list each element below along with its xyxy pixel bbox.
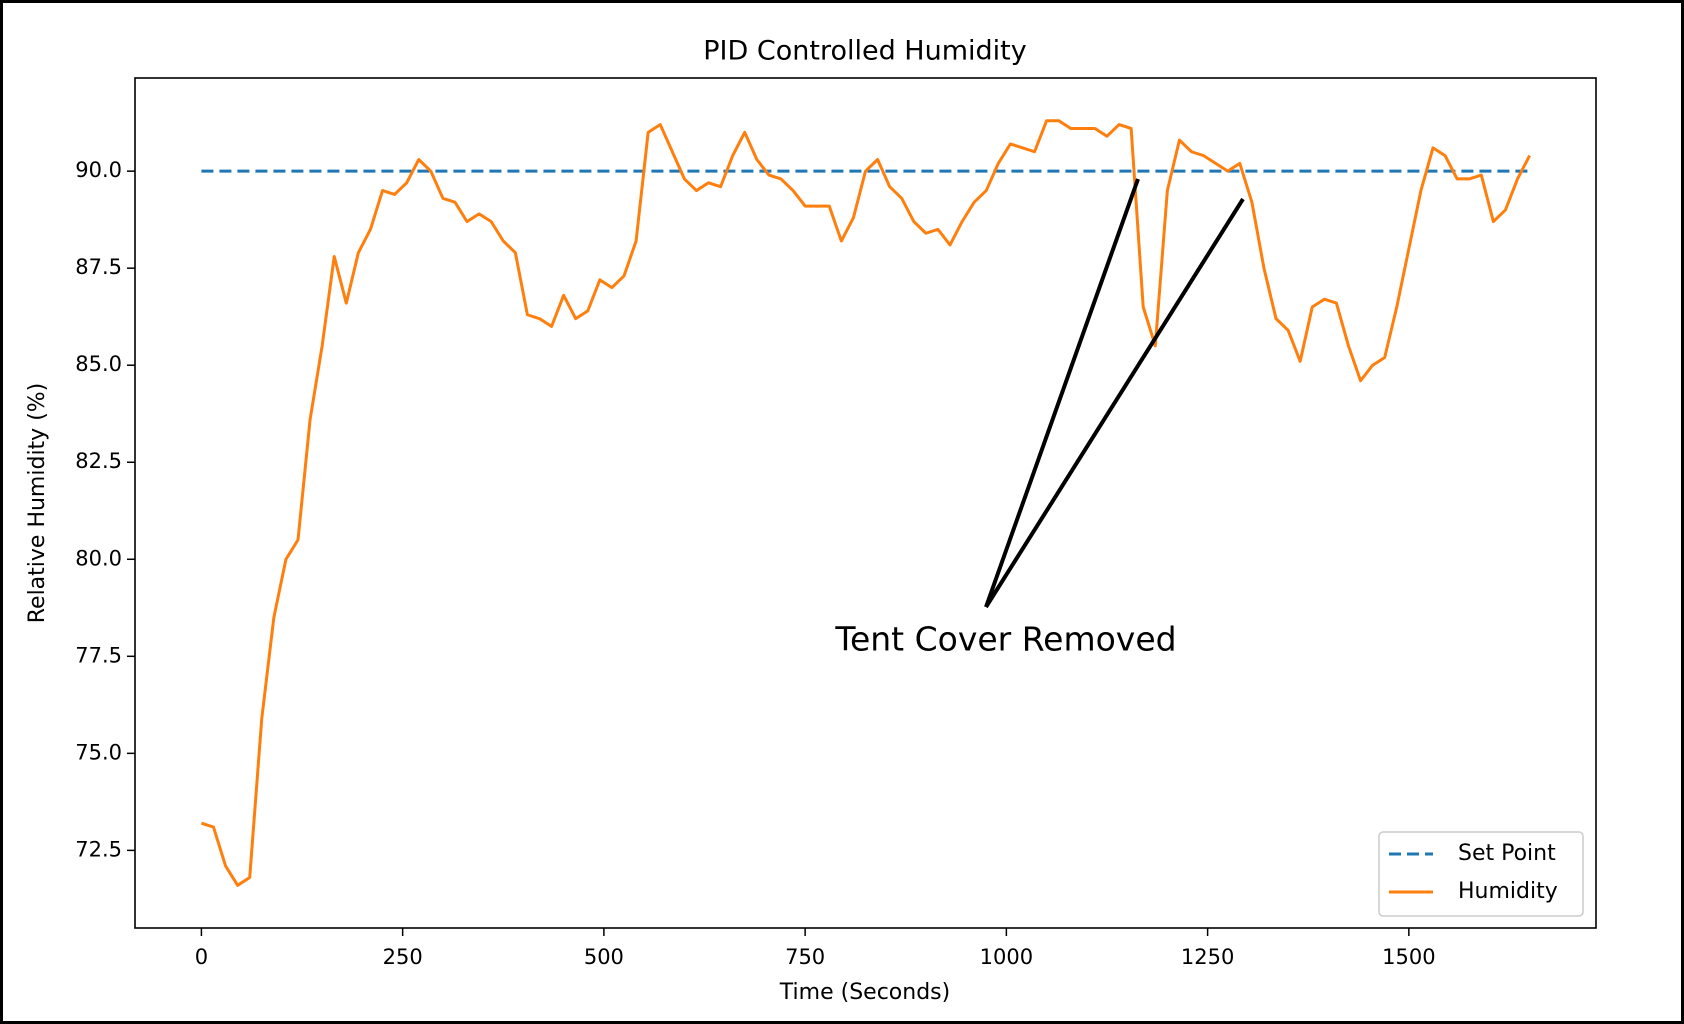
x-tick-label: 750	[785, 945, 825, 969]
chart-title: PID Controlled Humidity	[703, 36, 1026, 67]
data-line	[200, 119, 1531, 887]
annotation-text: Tent Cover Removed	[834, 620, 1176, 659]
x-axis-label: Time (Seconds)	[779, 980, 950, 1005]
plot-frame	[134, 77, 1597, 929]
y-tick-label: 80.0	[75, 546, 122, 570]
plot-area	[200, 119, 1531, 887]
y-tick-label: 72.5	[75, 837, 122, 861]
legend-label: Humidity	[1458, 879, 1558, 904]
y-tick-label: 90.0	[75, 158, 122, 182]
y-tick-label: 77.5	[75, 643, 122, 667]
annotation-arrow	[984, 178, 1140, 608]
x-tick-label: 1500	[1382, 945, 1435, 969]
x-tick-label: 1000	[980, 945, 1033, 969]
x-tick-label: 250	[383, 945, 423, 969]
x-tick-label: 0	[195, 945, 208, 969]
y-tick-label: 75.0	[75, 740, 122, 764]
annotation-arrow	[984, 197, 1245, 609]
y-tick-label: 87.5	[75, 255, 122, 279]
y-tick-label: 85.0	[75, 352, 122, 376]
legend-label: Set Point	[1458, 841, 1556, 866]
y-tick-label: 82.5	[75, 449, 122, 473]
y-axis-label: Relative Humidity (%)	[25, 383, 50, 624]
x-tick-label: 500	[584, 945, 624, 969]
x-tick-label: 1250	[1181, 945, 1234, 969]
